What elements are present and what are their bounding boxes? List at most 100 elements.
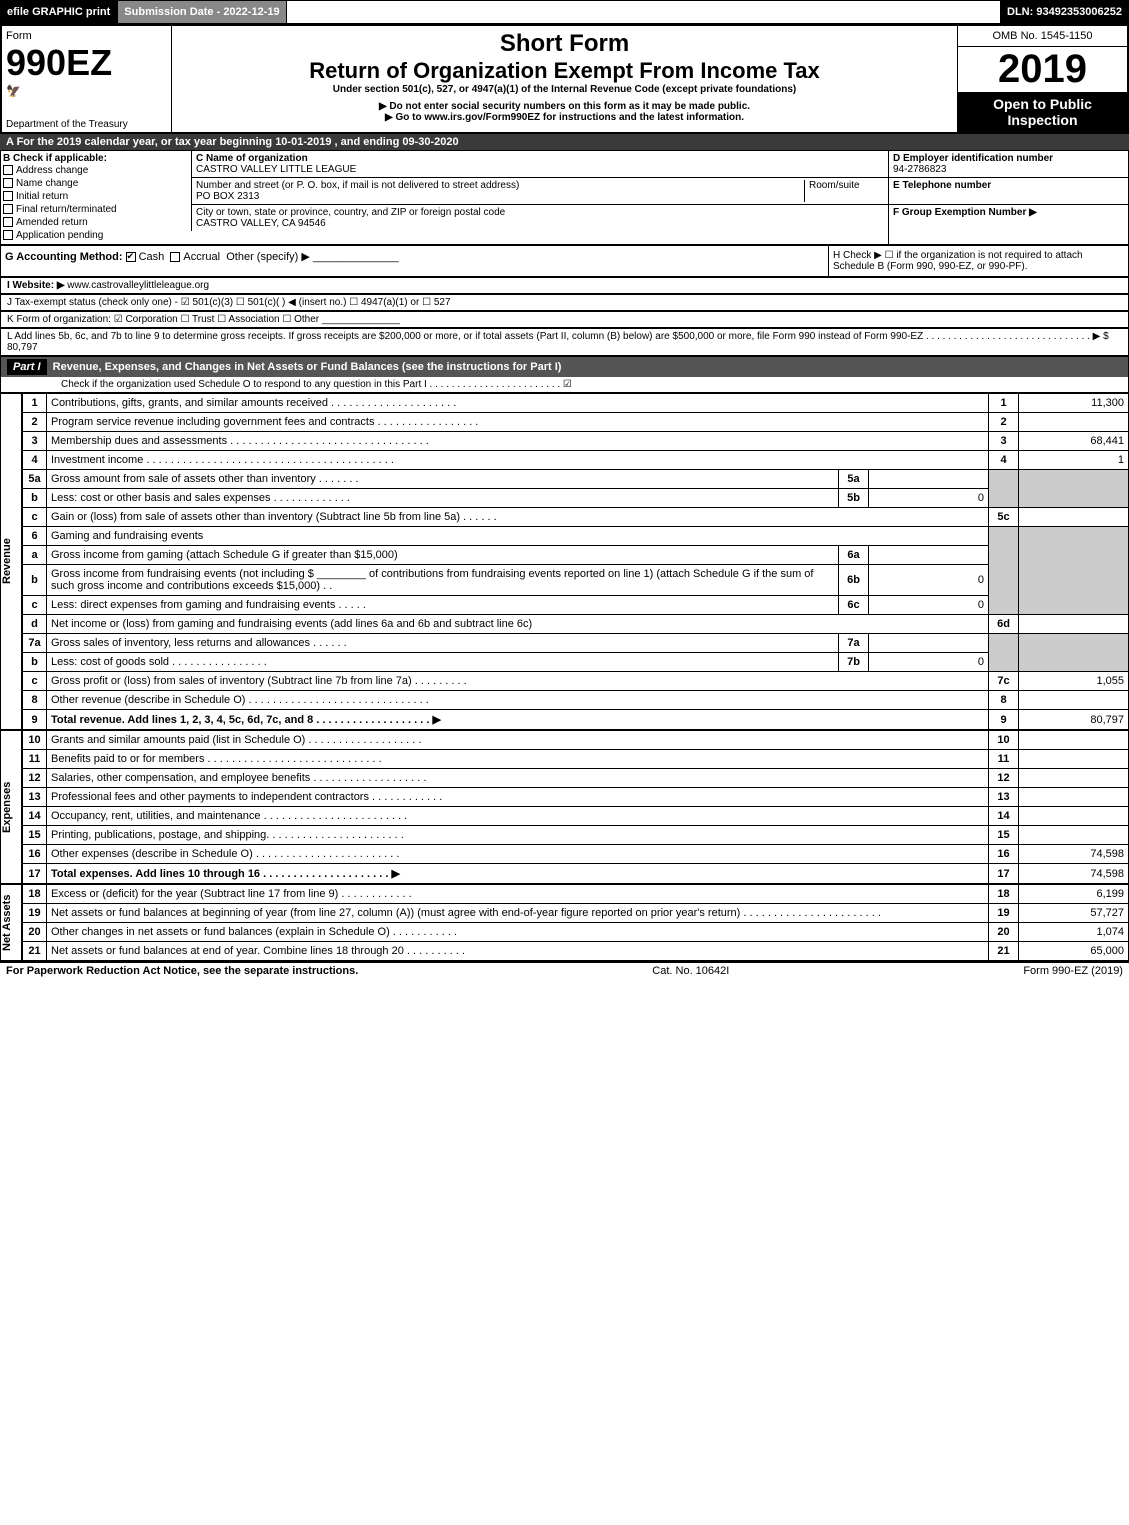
ein-value: 94-2786823 [893,164,946,175]
line-6a: aGross income from gaming (attach Schedu… [23,546,1129,565]
note-no-ssn: ▶ Do not enter social security numbers o… [176,101,953,112]
netassets-side-label: Net Assets [0,884,22,961]
section-l: L Add lines 5b, 6c, and 7b to line 9 to … [0,328,1129,356]
chk-initial-return-label: Initial return [16,191,68,202]
expenses-side-label: Expenses [0,730,22,884]
section-h: H Check ▶ ☐ if the organization is not r… [828,246,1128,276]
line-2: 2Program service revenue including gover… [23,413,1129,432]
bird-icon: 🦅 [6,84,21,98]
form-number: 990EZ [6,42,167,84]
chk-address-change[interactable]: Address change [3,164,189,177]
chk-final-return-label: Final return/terminated [16,204,117,215]
c-label: C Name of organization [196,153,308,164]
open-public: Open to Public Inspection [958,92,1127,132]
line-12: 12Salaries, other compensation, and empl… [23,769,1129,788]
line-14: 14Occupancy, rent, utilities, and mainte… [23,807,1129,826]
line-6b-d1: Gross income from fundraising events (no… [51,568,314,580]
i-label: I Website: ▶ [7,280,65,291]
header-center: Short Form Return of Organization Exempt… [172,26,957,132]
netassets-table: 18Excess or (deficit) for the year (Subt… [22,884,1129,961]
addr-value: PO BOX 2313 [196,191,259,202]
footer: For Paperwork Reduction Act Notice, see … [0,961,1129,979]
line-10: 10Grants and similar amounts paid (list … [23,731,1129,750]
footer-right: Form 990-EZ (2019) [1023,965,1123,977]
expenses-table: 10Grants and similar amounts paid (list … [22,730,1129,884]
header-right: OMB No. 1545-1150 2019 Open to Public In… [957,26,1127,132]
line-17-desc: Total expenses. Add lines 10 through 16 … [51,868,400,880]
revenue-table: 1Contributions, gifts, grants, and simil… [22,393,1129,730]
chk-amended-return[interactable]: Amended return [3,216,189,229]
dept-label: Department of the Treasury [6,119,128,130]
section-b-label: B Check if applicable: [3,153,107,164]
section-c: C Name of organization CASTRO VALLEY LIT… [191,151,888,244]
line-6c: cLess: direct expenses from gaming and f… [23,596,1129,615]
section-j: J Tax-exempt status (check only one) - ☑… [0,294,1129,311]
line-11: 11Benefits paid to or for members . . . … [23,750,1129,769]
line-3: 3Membership dues and assessments . . . .… [23,432,1129,451]
title-short: Short Form [176,30,953,58]
line-5b: bLess: cost or other basis and sales exp… [23,489,1129,508]
chk-amended-return-label: Amended return [16,217,88,228]
chk-name-change[interactable]: Name change [3,177,189,190]
line-5a: 5aGross amount from sale of assets other… [23,470,1129,489]
header-left: Form 990EZ 🦅 Department of the Treasury [2,26,172,132]
line-6b: bGross income from fundraising events (n… [23,565,1129,596]
subtitle: Under section 501(c), 527, or 4947(a)(1)… [176,84,953,95]
efile-label: efile GRAPHIC print [0,0,117,24]
chk-cash-label: Cash [139,251,165,263]
section-def: D Employer identification number 94-2786… [888,151,1128,244]
room-label: Room/suite [809,180,860,191]
line-7a: 7aGross sales of inventory, less returns… [23,634,1129,653]
line-17: 17Total expenses. Add lines 10 through 1… [23,864,1129,884]
form-label: Form [6,30,167,42]
g-label: G Accounting Method: [5,251,123,263]
tax-year: 2019 [958,47,1127,92]
chk-cash[interactable] [126,252,136,262]
line-1: 1Contributions, gifts, grants, and simil… [23,394,1129,413]
line-4: 4Investment income . . . . . . . . . . .… [23,451,1129,470]
top-bar: efile GRAPHIC print Submission Date - 20… [0,0,1129,24]
line-8: 8Other revenue (describe in Schedule O) … [23,691,1129,710]
chk-application-pending-label: Application pending [16,230,103,241]
line-15: 15Printing, publications, postage, and s… [23,826,1129,845]
footer-left: For Paperwork Reduction Act Notice, see … [6,965,358,977]
omb-number: OMB No. 1545-1150 [958,26,1127,47]
line-6d: dNet income or (loss) from gaming and fu… [23,615,1129,634]
line-18: 18Excess or (deficit) for the year (Subt… [23,885,1129,904]
addr-label: Number and street (or P. O. box, if mail… [196,180,519,191]
line-9-desc: Total revenue. Add lines 1, 2, 3, 4, 5c,… [51,714,441,726]
expenses-section: Expenses 10Grants and similar amounts pa… [0,730,1129,884]
d-label: D Employer identification number [893,153,1053,164]
line-7c: cGross profit or (loss) from sales of in… [23,672,1129,691]
line-6: 6Gaming and fundraising events [23,527,1129,546]
website-value: www.castrovalleylittleleague.org [67,280,209,291]
line-5c: cGain or (loss) from sale of assets othe… [23,508,1129,527]
k-text: K Form of organization: ☑ Corporation ☐ … [7,314,319,325]
section-b: B Check if applicable: Address change Na… [1,151,191,244]
chk-application-pending[interactable]: Application pending [3,229,189,242]
title-main: Return of Organization Exempt From Incom… [176,58,953,84]
part1-check: Check if the organization used Schedule … [1,377,1128,392]
dln-label: DLN: 93492353006252 [1000,0,1129,24]
part1-title: Revenue, Expenses, and Changes in Net As… [53,361,562,373]
chk-initial-return[interactable]: Initial return [3,190,189,203]
chk-name-change-label: Name change [16,178,78,189]
line-9: 9Total revenue. Add lines 1, 2, 3, 4, 5c… [23,710,1129,730]
part1-label: Part I [7,359,47,375]
f-label: F Group Exemption Number ▶ [893,207,1037,218]
g-other-label: Other (specify) ▶ [226,251,310,263]
chk-accrual[interactable] [170,252,180,262]
chk-final-return[interactable]: Final return/terminated [3,203,189,216]
netassets-section: Net Assets 18Excess or (deficit) for the… [0,884,1129,961]
section-g: G Accounting Method: Cash Accrual Other … [1,246,828,276]
city-value: CASTRO VALLEY, CA 94546 [196,218,326,229]
line-16: 16Other expenses (describe in Schedule O… [23,845,1129,864]
info-grid: B Check if applicable: Address change Na… [0,150,1129,245]
section-gh: G Accounting Method: Cash Accrual Other … [0,245,1129,277]
line-7b: bLess: cost of goods sold . . . . . . . … [23,653,1129,672]
line-21: 21Net assets or fund balances at end of … [23,942,1129,961]
chk-accrual-label: Accrual [183,251,220,263]
note-goto: ▶ Go to www.irs.gov/Form990EZ for instru… [176,112,953,123]
topbar-spacer [287,0,1000,24]
org-name: CASTRO VALLEY LITTLE LEAGUE [196,164,356,175]
